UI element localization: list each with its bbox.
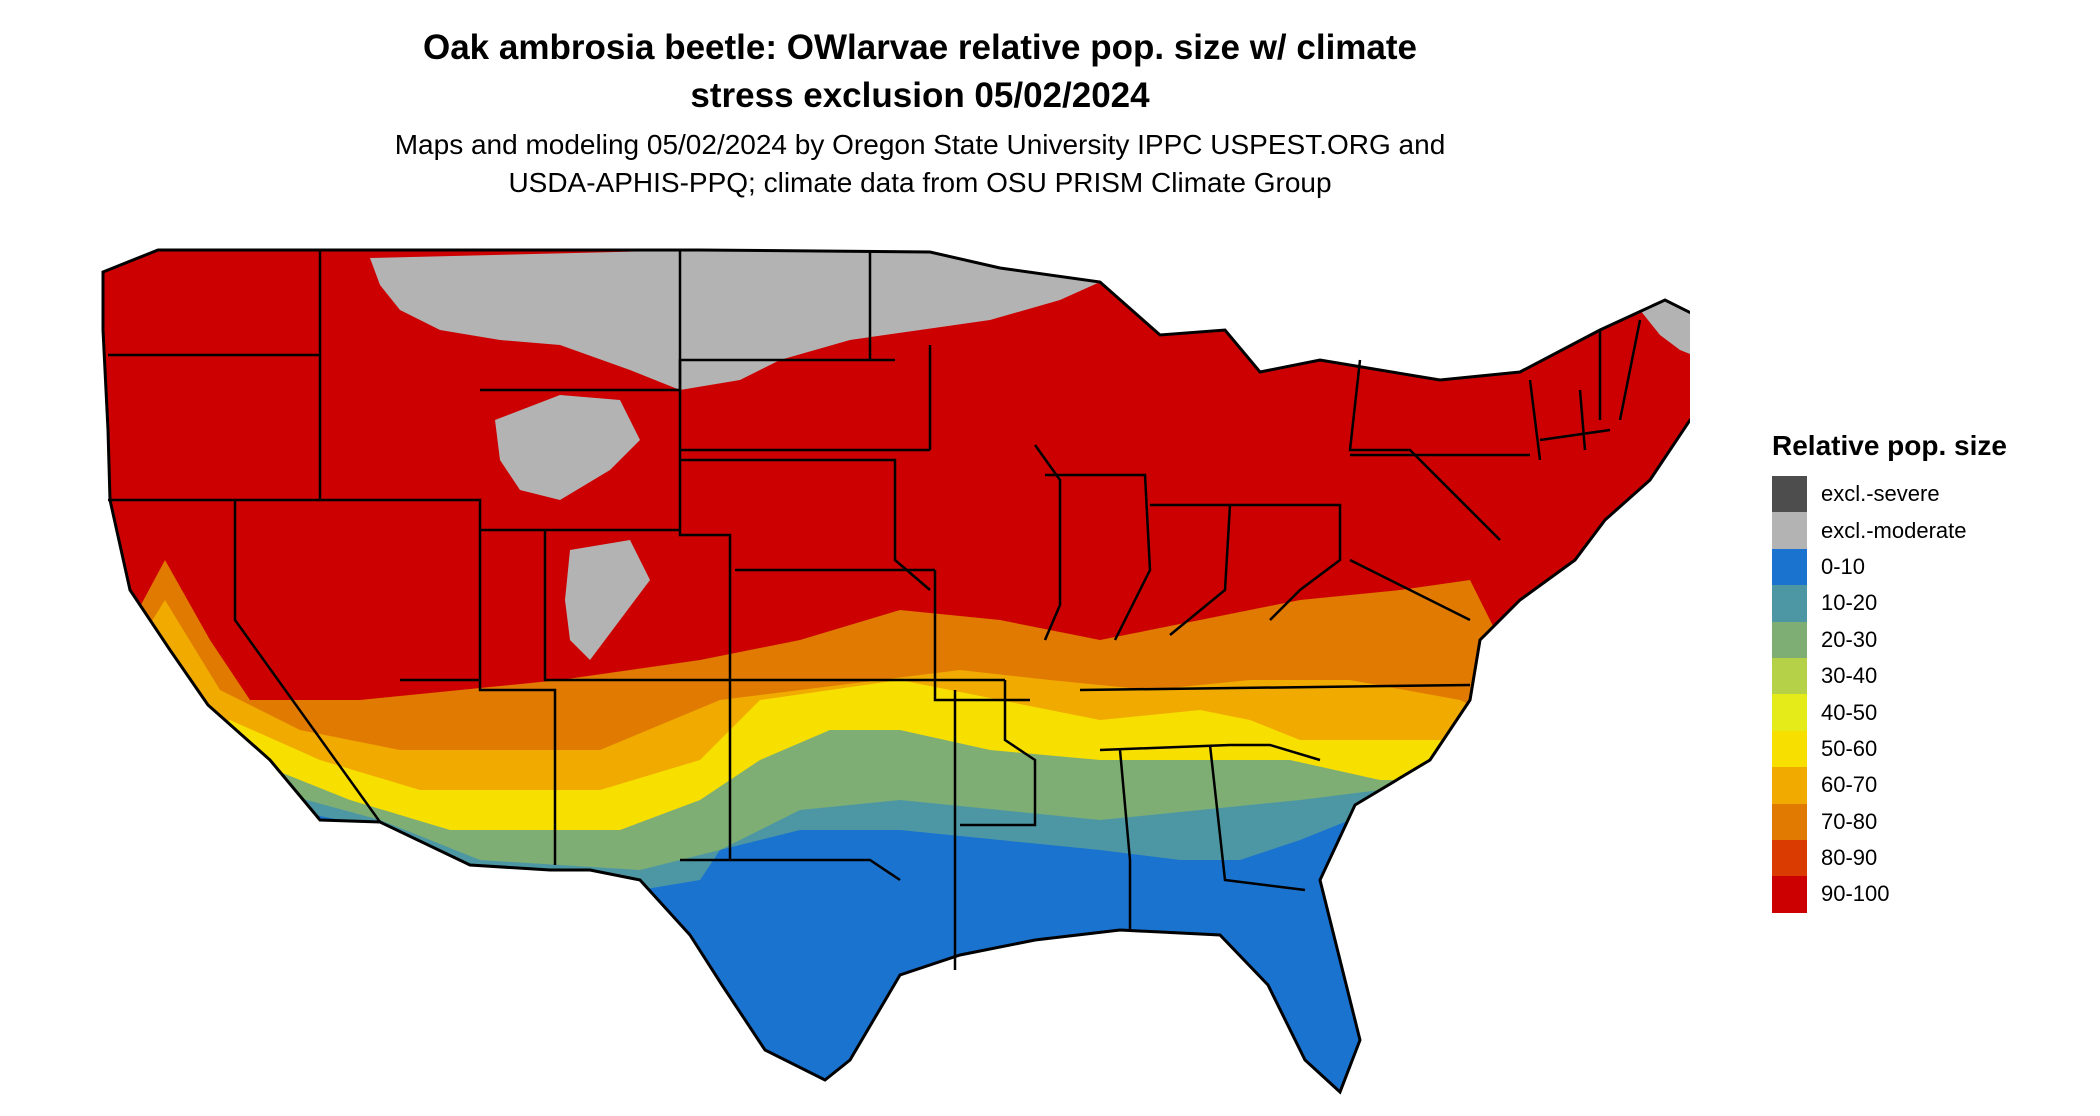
- legend-label: 10-20: [1821, 590, 1878, 616]
- legend-swatch: [1772, 730, 1807, 768]
- legend-swatch: [1772, 803, 1807, 840]
- legend-item: excl.-severe: [1772, 476, 2007, 513]
- legend-label: 30-40: [1821, 663, 1878, 689]
- legend-label: 90-100: [1821, 881, 1890, 907]
- legend-item: 40-50: [1772, 694, 2007, 731]
- legend-item: 30-40: [1772, 657, 2007, 695]
- band-0-10: [103, 810, 1690, 1092]
- legend-label: 70-80: [1821, 808, 1878, 834]
- legend-label: excl.-moderate: [1821, 517, 1967, 543]
- legend-item: 70-80: [1772, 803, 2007, 840]
- excluded-moderate-areas: [370, 250, 1690, 660]
- legend-label: 80-90: [1821, 845, 1878, 871]
- legend-swatch: [1772, 694, 1807, 731]
- title-line-1: Oak ambrosia beetle: OWlarvae relative p…: [422, 28, 1417, 67]
- legend-items: excl.-severe excl.-moderate 0-10 10-20 20-30…: [1772, 476, 2007, 913]
- legend-swatch: [1772, 657, 1807, 695]
- legend-label: 0-10: [1821, 553, 1866, 579]
- map-title: Oak ambrosia beetle: OWlarvae relative p…: [0, 24, 1840, 120]
- map-subtitle: Maps and modeling 05/02/2024 by Oregon S…: [0, 126, 1840, 202]
- legend-item: 80-90: [1772, 839, 2007, 877]
- population-raster: [103, 250, 1690, 1092]
- legend-swatch: [1772, 512, 1807, 549]
- legend-item: 10-20: [1772, 585, 2007, 622]
- legend-title: Relative pop. size: [1772, 430, 2007, 461]
- legend-swatch: [1772, 548, 1807, 586]
- legend-swatch: [1772, 621, 1807, 658]
- legend-label: 50-60: [1821, 735, 1878, 761]
- legend-item: excl.-moderate: [1772, 512, 2007, 549]
- legend-swatch: [1772, 476, 1807, 513]
- legend-label: 60-70: [1821, 772, 1878, 798]
- legend-label: 40-50: [1821, 699, 1878, 725]
- legend-label: 20-30: [1821, 626, 1878, 652]
- subtitle-line-2: USDA-APHIS-PPQ; climate data from OSU PR…: [508, 167, 1332, 198]
- legend-item: 90-100: [1772, 876, 2007, 913]
- legend-item: 20-30: [1772, 621, 2007, 658]
- legend-swatch: [1772, 839, 1807, 877]
- legend-swatch: [1772, 876, 1807, 913]
- legend-item: 0-10: [1772, 548, 2007, 586]
- state-boundaries: [108, 250, 1642, 970]
- us-map: [101, 248, 1690, 1095]
- legend-item: 60-70: [1772, 767, 2007, 804]
- legend: Relative pop. size excl.-severe excl.-mod…: [1772, 430, 2007, 913]
- legend-swatch: [1772, 585, 1807, 622]
- legend-item: 50-60: [1772, 730, 2007, 768]
- subtitle-line-1: Maps and modeling 05/02/2024 by Oregon S…: [394, 129, 1446, 160]
- title-line-2: stress exclusion 05/02/2024: [690, 76, 1150, 115]
- legend-label: excl.-severe: [1821, 481, 1940, 507]
- legend-swatch: [1772, 767, 1807, 804]
